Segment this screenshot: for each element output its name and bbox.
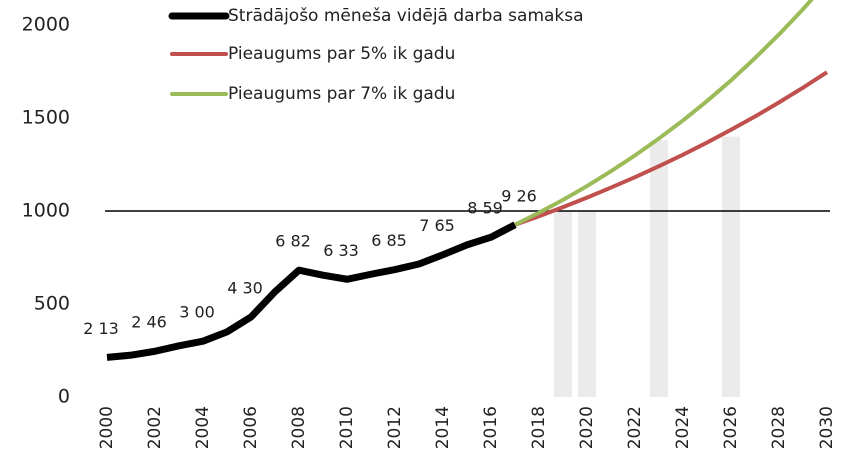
x-tick-label: 2016 — [481, 406, 501, 449]
x-tick-label: 2022 — [625, 406, 645, 449]
data-label: 6 82 — [275, 232, 311, 251]
x-tick-label: 2004 — [193, 406, 213, 449]
bar — [554, 211, 572, 397]
x-tick-label: 2024 — [673, 406, 693, 449]
data-label: 7 65 — [419, 216, 455, 235]
x-tick-label: 2002 — [145, 406, 165, 449]
data-label: 2 13 — [83, 319, 119, 338]
y-tick-label: 500 — [34, 293, 70, 315]
legend-label: Pieaugums par 7% ik gadu — [228, 84, 455, 104]
legend-label: Pieaugums par 5% ik gadu — [228, 44, 455, 64]
x-tick-label: 2030 — [817, 406, 837, 449]
series-line — [106, 221, 517, 361]
legend-label: Strādājošo mēneša vidējā darba samaksa — [228, 6, 584, 26]
series-line — [514, 70, 829, 227]
y-tick-label: 0 — [58, 386, 70, 408]
bar — [722, 136, 740, 397]
x-tick-label: 2008 — [289, 406, 309, 449]
y-tick-label: 1500 — [22, 107, 70, 129]
x-tick-label: 2018 — [529, 406, 549, 449]
x-tick-label: 2020 — [577, 406, 597, 449]
x-tick-label: 2000 — [97, 406, 117, 449]
data-label: 2 46 — [131, 313, 167, 332]
x-tick-label: 2012 — [385, 406, 405, 449]
data-label: 8 59 — [467, 199, 503, 218]
data-label: 4 30 — [227, 279, 263, 298]
x-tick-label: 2026 — [721, 406, 741, 449]
bar — [650, 140, 668, 397]
x-tick-label: 2014 — [433, 406, 453, 449]
y-tick-label: 2000 — [22, 14, 70, 36]
data-label: 3 00 — [179, 303, 215, 322]
data-label: 6 33 — [323, 241, 359, 260]
x-tick-label: 2006 — [241, 406, 261, 449]
data-label: 9 26 — [501, 186, 537, 205]
x-tick-label: 2028 — [769, 406, 789, 449]
series-line — [514, 0, 814, 227]
y-tick-label: 1000 — [22, 200, 70, 222]
x-tick-label: 2010 — [337, 406, 357, 449]
data-label: 6 85 — [371, 231, 407, 250]
bar — [578, 211, 596, 397]
